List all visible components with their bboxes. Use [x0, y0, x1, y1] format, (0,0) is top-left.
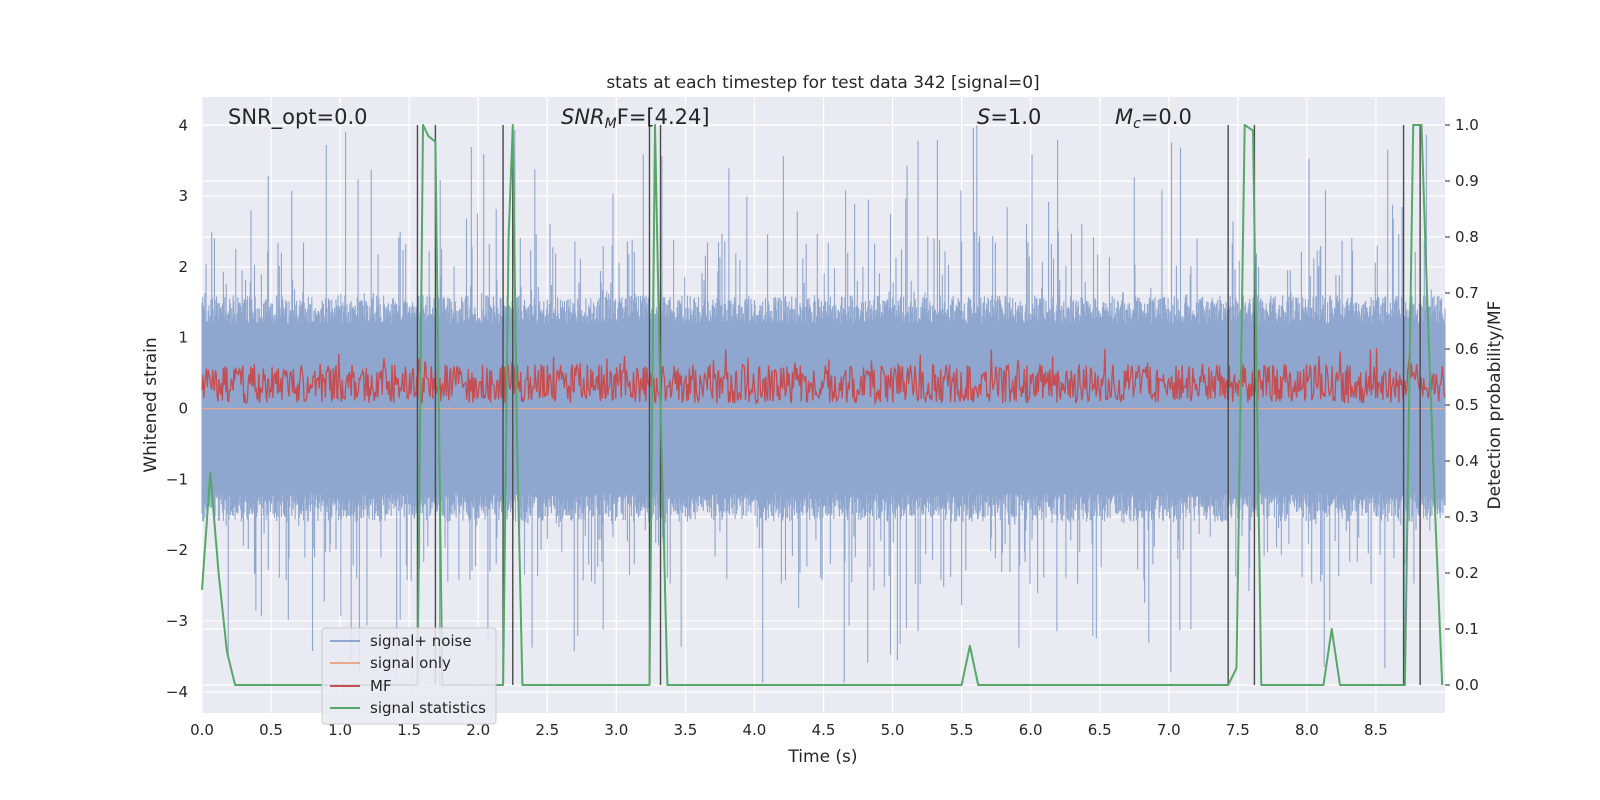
- legend-label-signal-only: signal only: [370, 654, 451, 672]
- y2-tick-label: 0.0: [1455, 676, 1479, 694]
- y-tick-label: 0: [178, 400, 188, 418]
- x-tick-label: 2.0: [466, 721, 490, 739]
- signal-statistics-line: [201, 124, 1444, 686]
- legend-box: [321, 627, 497, 725]
- x-tick-label: 0.0: [190, 721, 214, 739]
- x-tick-label: 3.5: [673, 721, 697, 739]
- x-tick-label: 2.5: [535, 721, 559, 739]
- y-tick-label: −3: [166, 612, 188, 630]
- x-tick-label: 8.5: [1364, 721, 1388, 739]
- legend-label-mf: MF: [370, 677, 392, 695]
- snr-mf-symbol: SNR: [561, 105, 605, 129]
- y2-tick-label: 0.7: [1455, 284, 1479, 302]
- mf-series: [201, 348, 1446, 406]
- x-tick-label: 1.0: [328, 721, 352, 739]
- y2-tick-label: 1.0: [1455, 116, 1479, 134]
- legend-label-signal-statistics: signal statistics: [370, 699, 486, 717]
- snr-mf-value: F=[4.24]: [617, 105, 710, 129]
- snr-mf-subscript: M: [605, 116, 617, 132]
- y2-tick-label: 0.4: [1455, 452, 1479, 470]
- legend-label-signal-noise: signal+ noise: [370, 632, 472, 650]
- x-tick-label: 4.0: [743, 721, 767, 739]
- y-tick-label: 2: [178, 258, 188, 276]
- y-tick-label: −1: [166, 470, 188, 488]
- y-tick-label: 4: [178, 116, 188, 134]
- y2-tick-label: 0.3: [1455, 508, 1479, 526]
- x-tick-label: 4.5: [812, 721, 836, 739]
- annotation-snr-mf: SNRMF=[4.24]: [561, 105, 710, 132]
- x-tick-label: 5.0: [881, 721, 905, 739]
- y2-tick-label: 0.2: [1455, 564, 1479, 582]
- mc-value: =0.0: [1141, 105, 1192, 129]
- annotation-snr-opt: SNR_opt=0.0: [228, 105, 368, 130]
- y2-tick-label: 0.8: [1455, 228, 1479, 246]
- signal-statistics-series: [201, 124, 1444, 686]
- x-axis-ticks: 0.0 0.5 1.0 1.5 2.0 2.5 3.0 3.5 4.0 4.5 5.0 5.5 6.0 6…: [190, 721, 1388, 739]
- legend: signal+ noise signal only MF signal stat…: [321, 627, 497, 725]
- x-tick-label: 5.5: [950, 721, 974, 739]
- x-tick-label: 0.5: [259, 721, 283, 739]
- y2-tick-label: 0.6: [1455, 340, 1479, 358]
- y-tick-label: −2: [166, 541, 188, 559]
- mc-subscript: c: [1133, 116, 1141, 132]
- y-tick-label: 3: [178, 187, 188, 205]
- y2-tick-label: 0.9: [1455, 172, 1479, 190]
- x-tick-label: 7.0: [1157, 721, 1181, 739]
- mf-line: [201, 348, 1446, 406]
- x-tick-label: 6.0: [1019, 721, 1043, 739]
- x-tick-label: 8.0: [1295, 721, 1319, 739]
- annotation-mc: Mc=0.0: [1115, 105, 1192, 132]
- y2-axis-label: Detection probability/MF: [1485, 301, 1505, 510]
- mc-symbol: M: [1115, 105, 1133, 129]
- y-axis-ticks: −4 −3 −2 −1 0 1 2 3 4: [166, 116, 188, 700]
- y-axis-label: Whitened strain: [141, 337, 161, 472]
- s-value: =1.0: [990, 105, 1041, 129]
- annotation-s: S=1.0: [977, 105, 1041, 129]
- y2-tick-label: 0.1: [1455, 620, 1479, 638]
- y-tick-label: 1: [178, 329, 188, 347]
- x-tick-label: 7.5: [1226, 721, 1250, 739]
- s-symbol: S: [977, 105, 990, 129]
- y-tick-label: −4: [166, 683, 188, 701]
- x-tick-label: 1.5: [397, 721, 421, 739]
- x-tick-label: 3.0: [604, 721, 628, 739]
- chart-title: stats at each timestep for test data 342…: [606, 73, 1039, 93]
- y2-axis-ticks: 0.0 0.1 0.2 0.3 0.4 0.5 0.6 0.7 0.8 0.9 1.0: [1445, 116, 1479, 694]
- x-axis-label: Time (s): [787, 747, 857, 767]
- y2-tick-label: 0.5: [1455, 396, 1479, 414]
- x-tick-label: 6.5: [1088, 721, 1112, 739]
